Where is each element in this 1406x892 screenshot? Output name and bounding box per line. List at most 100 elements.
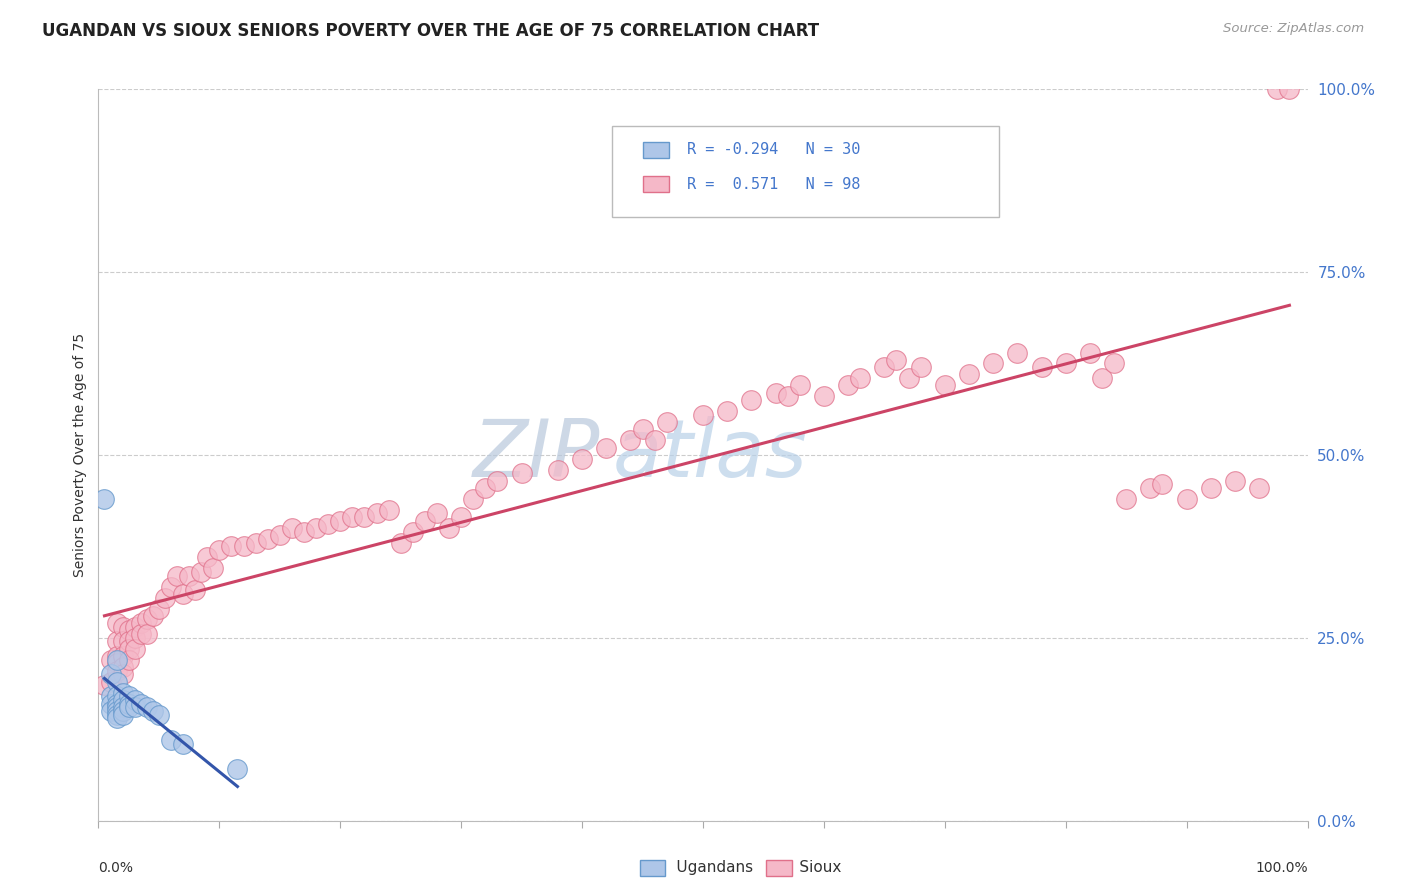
Point: [256, 532, 278, 546]
Point: [413, 514, 436, 528]
Point: [776, 389, 799, 403]
Point: [547, 462, 569, 476]
Text: atlas: atlas: [612, 416, 807, 494]
Point: [571, 451, 593, 466]
Point: [105, 690, 128, 704]
Text: Source: ZipAtlas.com: Source: ZipAtlas.com: [1223, 22, 1364, 36]
Point: [100, 697, 122, 711]
Point: [765, 385, 787, 400]
Point: [111, 700, 134, 714]
Point: [111, 634, 134, 648]
Point: [166, 568, 188, 582]
Point: [1199, 481, 1222, 495]
Point: [190, 565, 212, 579]
Text: Ugandans: Ugandans: [652, 860, 754, 874]
Point: [118, 634, 141, 648]
Point: [426, 507, 449, 521]
Point: [463, 491, 485, 506]
Point: [118, 641, 141, 656]
Point: [886, 352, 908, 367]
Point: [873, 360, 896, 375]
Point: [437, 521, 460, 535]
Point: [281, 521, 304, 535]
Point: [1278, 82, 1301, 96]
Point: [153, 591, 176, 605]
Point: [245, 535, 267, 549]
Point: [93, 678, 115, 692]
Point: [1007, 345, 1029, 359]
Text: 0.0%: 0.0%: [98, 861, 134, 875]
Point: [111, 667, 134, 681]
Point: [1265, 82, 1288, 96]
Point: [148, 601, 170, 615]
Point: [910, 360, 932, 375]
Point: [329, 514, 352, 528]
Point: [1102, 356, 1125, 371]
Point: [111, 660, 134, 674]
Point: [450, 510, 472, 524]
Point: [226, 763, 249, 777]
Point: [486, 474, 509, 488]
Point: [305, 521, 328, 535]
Point: [105, 634, 128, 648]
Point: [124, 693, 146, 707]
Point: [692, 408, 714, 422]
Point: [269, 528, 291, 542]
Point: [316, 517, 339, 532]
Point: [111, 707, 134, 722]
Point: [172, 737, 194, 751]
Point: [1078, 345, 1101, 359]
Point: [111, 649, 134, 664]
Point: [100, 674, 122, 689]
Point: [389, 535, 412, 549]
Point: [1223, 474, 1246, 488]
Point: [957, 368, 980, 382]
Point: [129, 627, 152, 641]
Point: [740, 393, 762, 408]
Point: [142, 608, 165, 623]
Point: [813, 389, 835, 403]
Point: [342, 510, 364, 524]
Point: [111, 693, 134, 707]
Point: [160, 580, 183, 594]
Point: [510, 466, 533, 480]
Point: [1054, 356, 1077, 371]
Point: [1031, 360, 1053, 375]
Point: [100, 653, 122, 667]
Text: R = -0.294   N = 30: R = -0.294 N = 30: [688, 143, 860, 157]
Point: [981, 356, 1004, 371]
Point: [124, 641, 146, 656]
Point: [135, 627, 157, 641]
FancyBboxPatch shape: [643, 177, 669, 193]
Point: [105, 711, 128, 725]
Point: [377, 503, 399, 517]
Point: [105, 707, 128, 722]
Point: [105, 674, 128, 689]
Point: [129, 616, 152, 631]
FancyBboxPatch shape: [643, 142, 669, 158]
Point: [619, 434, 641, 448]
FancyBboxPatch shape: [612, 126, 1000, 218]
Point: [111, 620, 134, 634]
Point: [105, 704, 128, 718]
Point: [111, 686, 134, 700]
Point: [353, 510, 375, 524]
Point: [474, 481, 496, 495]
Point: [402, 524, 425, 539]
Point: [105, 657, 128, 671]
Point: [184, 583, 207, 598]
Point: [118, 700, 141, 714]
Point: [1139, 481, 1161, 495]
Text: UGANDAN VS SIOUX SENIORS POVERTY OVER THE AGE OF 75 CORRELATION CHART: UGANDAN VS SIOUX SENIORS POVERTY OVER TH…: [42, 22, 820, 40]
Text: ZIP: ZIP: [472, 416, 600, 494]
Text: 100.0%: 100.0%: [1256, 861, 1308, 875]
Point: [129, 697, 152, 711]
Point: [177, 568, 201, 582]
Point: [232, 539, 254, 553]
Point: [118, 690, 141, 704]
Point: [1115, 491, 1137, 506]
Y-axis label: Seniors Poverty Over the Age of 75: Seniors Poverty Over the Age of 75: [73, 333, 87, 577]
Point: [208, 543, 231, 558]
Point: [292, 524, 315, 539]
Point: [100, 704, 122, 718]
